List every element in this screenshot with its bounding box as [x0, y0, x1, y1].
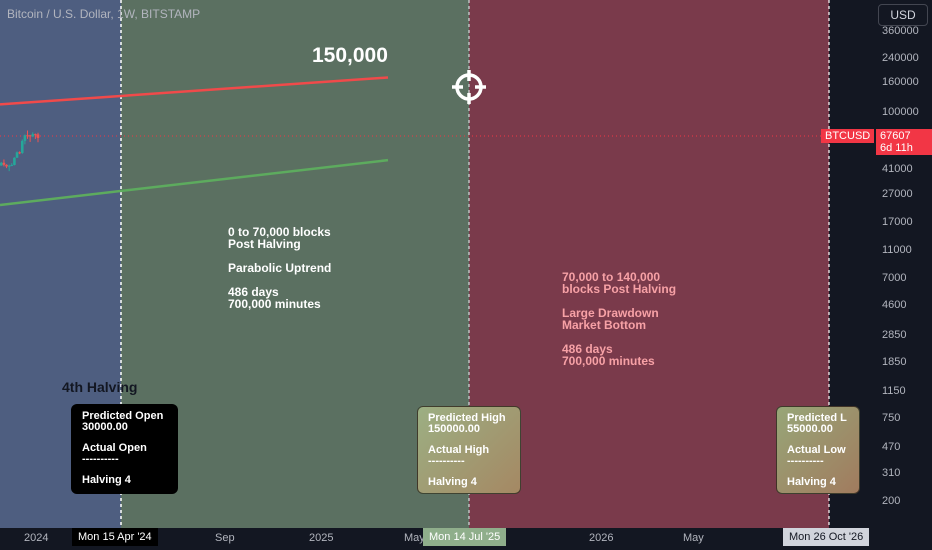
card-line: Halving 4 — [428, 476, 477, 488]
y-tick-label: 17000 — [882, 216, 913, 228]
y-tick-label: 310 — [882, 467, 901, 479]
phase1-line: 486 days — [228, 285, 279, 299]
price-scale-bg — [876, 0, 932, 528]
y-tick-label: 7000 — [882, 272, 907, 284]
card-line: Halving 4 — [82, 474, 131, 486]
phase2-line: Large Drawdown — [562, 306, 659, 320]
y-tick-label: 470 — [882, 441, 901, 453]
candle-body — [18, 152, 21, 154]
x-tick-label: May — [404, 532, 425, 544]
y-tick-label: 240000 — [882, 52, 919, 64]
bar-countdown-tag: 6d 11h — [876, 141, 932, 155]
card-line: ---------- — [82, 453, 119, 465]
candle-body — [7, 165, 11, 167]
peak-date-marker: Mon 14 Jul '25 — [423, 528, 507, 546]
phase2-line: Market Bottom — [562, 318, 647, 332]
y-tick-label: 41000 — [882, 163, 913, 175]
y-tick-label: 27000 — [882, 188, 913, 200]
halving-title: 4th Halving — [62, 379, 138, 395]
red-trendline — [0, 76, 389, 106]
y-tick-label: 1150 — [882, 385, 906, 397]
y-tick-label: 100000 — [882, 106, 919, 118]
card-line: 150000.00 — [428, 423, 480, 435]
last-price-tag: 67607 — [876, 129, 932, 143]
green-trendline — [0, 158, 389, 207]
target-price-label: 150,000 — [312, 44, 388, 67]
y-tick-label: 750 — [882, 412, 901, 424]
x-tick-label: 2025 — [309, 532, 334, 544]
y-tick-label: 160000 — [882, 76, 919, 88]
phase2-note: 70,000 to 140,000 blocks Post Halving La… — [562, 271, 676, 367]
candle-body — [10, 164, 14, 166]
price-candles — [0, 130, 40, 172]
phase2-line: 486 days — [562, 342, 613, 356]
card-line: 55000.00 — [787, 423, 833, 435]
phase1-line: Parabolic Uptrend — [228, 261, 332, 275]
predicted-low-card[interactable]: Predicted L 55000.00 Actual Low --------… — [776, 406, 860, 494]
post-halving-uptrend-zone — [121, 0, 469, 528]
candle-body — [23, 135, 27, 141]
y-tick-label: 200 — [882, 495, 901, 507]
x-tick-label: Sep — [215, 532, 235, 544]
halving-date-marker: Mon 15 Apr '24 — [72, 528, 158, 546]
card-line: Actual High — [428, 444, 490, 456]
currency-button[interactable]: USD — [878, 4, 928, 26]
phase2-line: 70,000 to 140,000 — [562, 270, 661, 284]
candle-body — [28, 135, 32, 137]
card-line: Halving 4 — [787, 476, 836, 488]
card-line: ---------- — [787, 455, 824, 467]
y-tick-label: 11000 — [882, 244, 912, 256]
candle-body — [2, 162, 6, 165]
card-line: Predicted High — [428, 412, 506, 424]
candle-body — [26, 135, 29, 137]
symbol-header: Bitcoin / U.S. Dollar, 1W, BITSTAMP — [7, 7, 201, 21]
halving-open-card[interactable]: Predicted Open 30000.00 Actual Open ----… — [71, 404, 178, 494]
candle-body — [36, 134, 40, 138]
card-line: Actual Low — [787, 444, 846, 456]
card-line: Predicted L — [787, 412, 847, 424]
bottom-date-marker: Mon 26 Oct '26 — [783, 528, 870, 546]
symbol-price-tag: BTCUSD — [821, 129, 875, 143]
candle-body — [0, 162, 3, 166]
candle-body — [31, 134, 35, 137]
card-line: 30000.00 — [82, 421, 128, 433]
candle-body — [20, 140, 24, 153]
phase1-line: Post Halving — [228, 237, 301, 251]
y-tick-label: 1850 — [882, 356, 907, 368]
phase1-line: 0 to 70,000 blocks — [228, 225, 331, 239]
phase2-line: 700,000 minutes — [562, 354, 655, 368]
phase1-note: 0 to 70,000 blocks Post Halving Paraboli… — [228, 226, 331, 310]
y-tick-label: 360000 — [882, 25, 919, 37]
drawdown-zone — [469, 0, 829, 528]
x-tick-label: 2026 — [589, 532, 614, 544]
x-tick-label: May — [683, 532, 704, 544]
candle-body — [5, 164, 8, 167]
y-tick-label: 4600 — [882, 299, 907, 311]
candle-body — [15, 152, 19, 158]
card-line: Actual Open — [82, 442, 147, 454]
crosshair-target-icon — [452, 70, 486, 104]
card-line: ---------- — [428, 455, 465, 467]
candle-body — [34, 134, 37, 136]
y-tick-label: 2850 — [882, 329, 907, 341]
phase2-line: blocks Post Halving — [562, 282, 677, 296]
x-tick-label: 2024 — [24, 532, 49, 544]
predicted-high-card[interactable]: Predicted High 150000.00 Actual High ---… — [417, 406, 521, 494]
card-line: Predicted Open — [82, 410, 164, 422]
phase1-line: 700,000 minutes — [228, 297, 321, 311]
candle-body — [13, 157, 16, 165]
